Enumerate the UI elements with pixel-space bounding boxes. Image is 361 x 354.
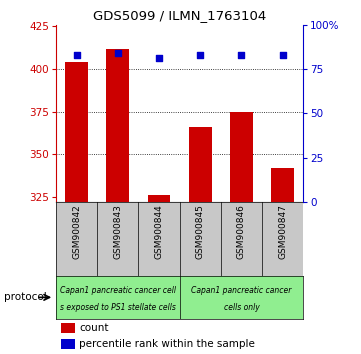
Bar xyxy=(189,127,212,202)
Text: protocol: protocol xyxy=(4,292,46,302)
Text: Capan1 pancreatic cancer cell: Capan1 pancreatic cancer cell xyxy=(60,286,176,296)
Point xyxy=(74,52,79,58)
Bar xyxy=(61,324,74,333)
Text: count: count xyxy=(79,323,109,333)
Point xyxy=(115,50,121,56)
Text: GSM900846: GSM900846 xyxy=(237,204,246,259)
Text: Capan1 pancreatic cancer: Capan1 pancreatic cancer xyxy=(191,286,292,296)
Bar xyxy=(271,168,294,202)
Point xyxy=(197,52,203,58)
Text: GSM900843: GSM900843 xyxy=(113,204,122,259)
Title: GDS5099 / ILMN_1763104: GDS5099 / ILMN_1763104 xyxy=(93,9,266,22)
Text: GSM900844: GSM900844 xyxy=(155,204,164,259)
Bar xyxy=(106,48,129,202)
Point xyxy=(280,52,286,58)
Bar xyxy=(148,195,170,202)
Text: GSM900842: GSM900842 xyxy=(72,204,81,259)
Text: s exposed to PS1 stellate cells: s exposed to PS1 stellate cells xyxy=(60,303,176,313)
Text: percentile rank within the sample: percentile rank within the sample xyxy=(79,339,255,349)
Point xyxy=(156,56,162,61)
Bar xyxy=(65,62,88,202)
Text: GSM900845: GSM900845 xyxy=(196,204,205,259)
Text: GSM900847: GSM900847 xyxy=(278,204,287,259)
Bar xyxy=(230,112,253,202)
Point xyxy=(239,52,244,58)
Bar xyxy=(61,339,74,349)
Text: cells only: cells only xyxy=(223,303,259,313)
